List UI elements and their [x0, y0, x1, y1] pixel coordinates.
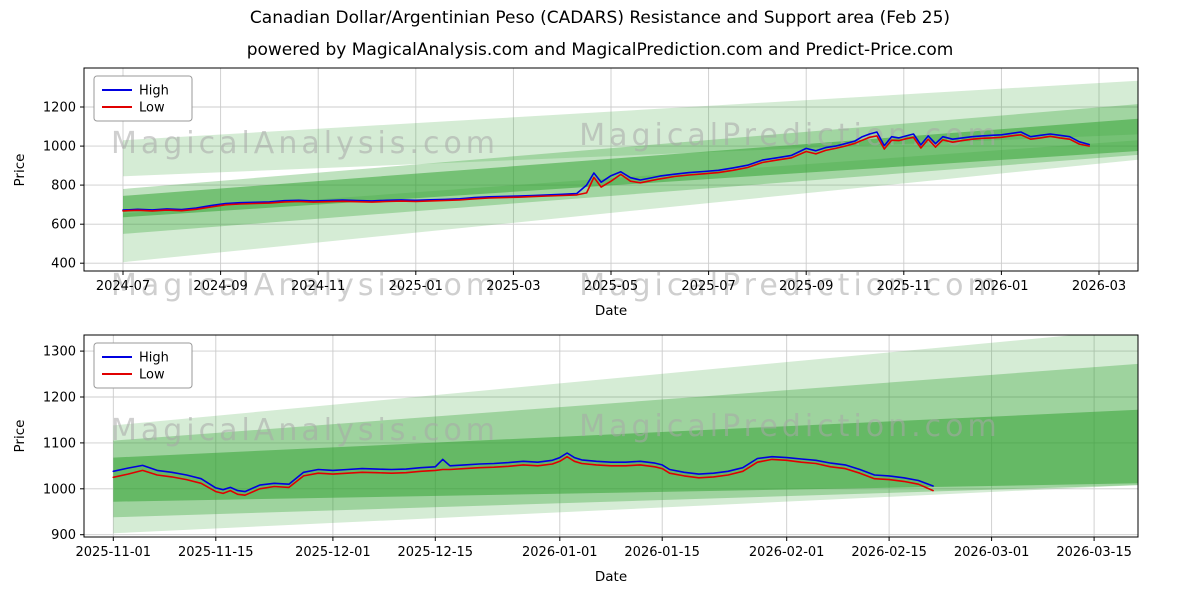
y-axis-label: Price [12, 420, 28, 453]
x-tick-label: 2026-03-15 [1056, 545, 1132, 560]
x-tick-label: 2026-01-15 [624, 545, 700, 560]
x-tick-label: 2025-11-15 [178, 545, 254, 560]
x-tick-label: 2026-01 [974, 279, 1028, 294]
legend: High Low [93, 342, 193, 389]
high-line [122, 131, 1090, 211]
y-tick-label: 1100 [43, 436, 76, 451]
y-tick-label: 400 [51, 257, 76, 272]
x-tick-label: 2024-09 [193, 279, 247, 294]
x-axis-label: Date [595, 303, 627, 319]
page-subtitle: powered by MagicalAnalysis.com and Magic… [246, 40, 954, 60]
x-tick-label: 2026-02-01 [749, 545, 825, 560]
x-tick-label: 2025-09 [779, 279, 833, 294]
x-tick-label: 2026-03-01 [954, 545, 1030, 560]
x-tick-label: 2026-03 [1072, 279, 1126, 294]
legend-label: High [139, 351, 169, 366]
legend-label: High [139, 84, 169, 99]
x-tick-label: 2025-12-01 [295, 545, 371, 560]
x-tick-label: 2026-01-01 [522, 545, 598, 560]
low-line [122, 134, 1090, 212]
y-tick-label: 1000 [43, 482, 76, 497]
watermark: MagicalAnalysis.com [111, 126, 499, 161]
x-tick-label: 2026-02-15 [851, 545, 927, 560]
x-tick-label: 2025-07 [681, 279, 735, 294]
y-tick-label: 800 [51, 179, 76, 194]
watermark: MagicalAnalysis.com [111, 268, 499, 303]
x-tick-label: 2025-01 [389, 279, 443, 294]
x-tick-label: 2025-11 [877, 279, 931, 294]
watermark: MagicalPrediction.com [579, 409, 1001, 444]
y-tick-label: 1000 [43, 140, 76, 155]
low-line [112, 455, 934, 496]
high-line [112, 452, 934, 493]
legend: High Low [93, 75, 193, 122]
x-axis-label: Date [595, 569, 627, 585]
legend-label: Low [139, 101, 165, 116]
y-tick-label: 1300 [43, 345, 76, 360]
page-title: Canadian Dollar/Argentinian Peso (CADARS… [249, 8, 951, 28]
watermark: MagicalAnalysis.com [111, 413, 499, 448]
y-tick-label: 1200 [43, 101, 76, 116]
x-tick-label: 2025-12-15 [398, 545, 474, 560]
x-tick-label: 2024-07 [96, 279, 150, 294]
x-tick-label: 2025-05 [584, 279, 638, 294]
watermark: MagicalPrediction.com [579, 118, 1001, 153]
y-tick-label: 1200 [43, 391, 76, 406]
x-tick-label: 2025-03 [486, 279, 540, 294]
y-tick-label: 600 [51, 218, 76, 233]
y-tick-label: 900 [51, 528, 76, 543]
y-axis-label: Price [12, 154, 28, 187]
watermark: MagicalPrediction.com [579, 268, 1001, 303]
bottom-chart: MagicalAnalysis.com MagicalPrediction.com… [12, 334, 1139, 585]
x-tick-label: 2025-11-01 [76, 545, 152, 560]
legend-label: Low [139, 368, 165, 383]
top-chart: MagicalAnalysis.com MagicalPrediction.com… [12, 67, 1139, 319]
x-tick-label: 2024-11 [291, 279, 345, 294]
